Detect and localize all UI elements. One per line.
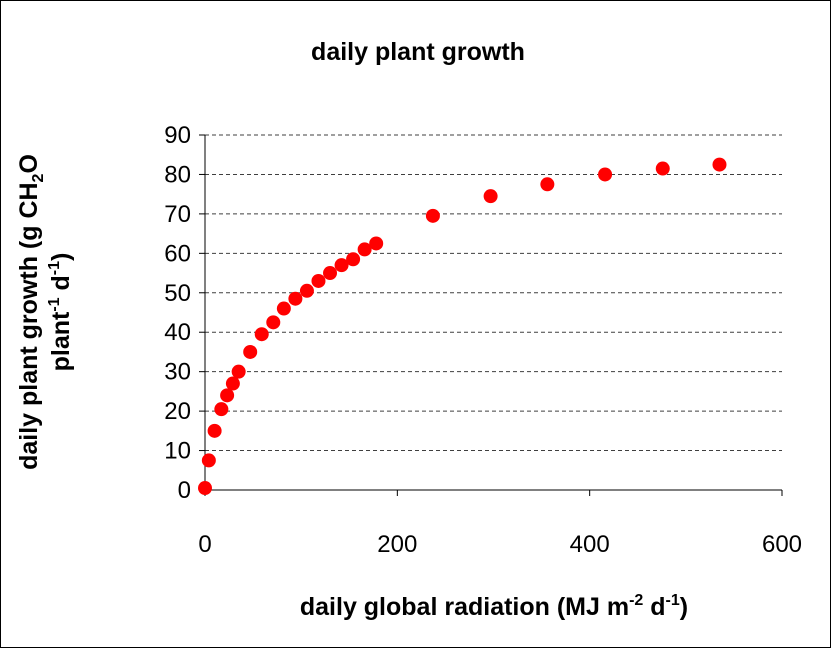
data-point xyxy=(243,344,258,359)
data-points xyxy=(198,157,727,496)
data-point xyxy=(323,266,338,281)
y-tick-label: 90 xyxy=(164,122,191,149)
data-point xyxy=(299,283,314,298)
data-point xyxy=(369,236,384,251)
x-axis-label: daily global radiation (MJ m-2 d-1) xyxy=(300,592,688,621)
data-point xyxy=(276,301,291,316)
axes xyxy=(199,134,783,496)
data-point xyxy=(540,177,555,192)
y-tick-label: 10 xyxy=(164,438,191,465)
y-tick-labels: 0 10 20 30 40 50 60 70 80 90 xyxy=(164,122,191,504)
data-point xyxy=(425,208,440,223)
x-tick-label: 0 xyxy=(198,531,211,558)
data-point xyxy=(225,376,240,391)
data-point xyxy=(346,252,361,267)
y-axis-label: daily plant growth (g CH2O plant-1 d-1) xyxy=(15,154,75,470)
data-point xyxy=(483,189,498,204)
chart-title: daily plant growth xyxy=(311,38,525,66)
svg-text:plant-1 d-1): plant-1 d-1) xyxy=(46,253,75,372)
svg-text:daily plant growth (g CH2O: daily plant growth (g CH2O xyxy=(15,154,47,470)
y-tick-label: 60 xyxy=(164,240,191,267)
data-point xyxy=(254,327,269,342)
data-point xyxy=(311,273,326,288)
y-tick-label: 30 xyxy=(164,359,191,386)
x-tick-label: 200 xyxy=(377,531,417,558)
y-tick-label: 70 xyxy=(164,201,191,228)
data-point xyxy=(214,402,229,417)
x-tick-labels: 0 200 400 600 xyxy=(198,531,802,558)
y-tick-label: 0 xyxy=(178,477,191,504)
data-point xyxy=(198,481,212,496)
data-point xyxy=(357,242,372,257)
data-point xyxy=(334,258,349,273)
data-point xyxy=(712,157,727,172)
data-point xyxy=(598,167,613,182)
x-tick-label: 400 xyxy=(570,531,610,558)
x-tick-label: 600 xyxy=(762,531,802,558)
y-tick-label: 50 xyxy=(164,280,191,307)
y-tick-label: 20 xyxy=(164,398,191,425)
y-tick-label: 40 xyxy=(164,319,191,346)
data-point xyxy=(207,423,222,438)
data-point xyxy=(231,364,246,379)
data-point xyxy=(288,291,303,306)
data-point xyxy=(266,315,281,330)
y-tick-label: 80 xyxy=(164,161,191,188)
data-point xyxy=(655,161,670,176)
data-point xyxy=(220,388,235,403)
gridlines xyxy=(205,134,782,452)
data-point xyxy=(201,453,216,468)
